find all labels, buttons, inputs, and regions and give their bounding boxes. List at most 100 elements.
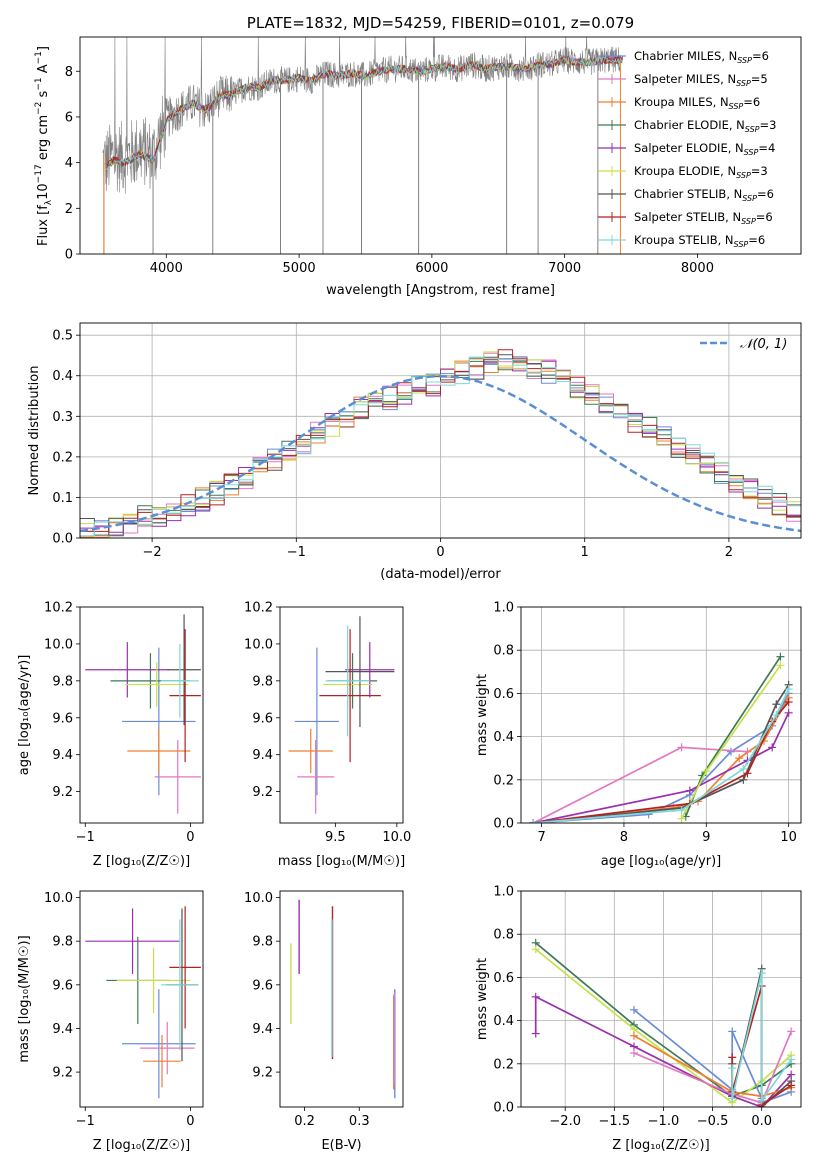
residuals-panel: −2 −1 0 1 2 0.0 0.1 0.2 0.3 0.4 0.5 (data-model)/er… <box>27 322 802 582</box>
x-tick-label: −1 <box>287 545 306 560</box>
legend-label-text: Salpeter ELODIE, N <box>634 141 744 155</box>
x-axis-label: Z [log₁₀(Z/Z☉)] <box>612 1138 709 1153</box>
y-axis-label: mass [log₁₀(M/M☉)] <box>17 935 32 1062</box>
x-tick-label: −1 <box>76 830 95 845</box>
mass_vs_Z-panel: −1 0 9.2 9.4 9.6 9.8 10.0 Z [log₁₀(Z/Z☉)] mass [… <box>17 890 204 1153</box>
y-tick-label: 0.2 <box>493 1057 514 1072</box>
y-tick-label: 9.8 <box>52 935 73 950</box>
legend-label-text: Kroupa ELODIE, N <box>634 164 736 178</box>
y-tick-label: 10.2 <box>244 601 273 616</box>
x-axis-label: Z [log₁₀(Z/Z☉)] <box>93 1138 190 1153</box>
massweight_vs_age-plot <box>529 652 793 823</box>
y-axis-label-part: −17 <box>34 164 44 183</box>
axes-frame <box>520 606 802 824</box>
y-tick-label: 9.8 <box>252 674 273 689</box>
axes-frame <box>79 36 802 255</box>
x-tick-label: −1.5 <box>599 1114 631 1129</box>
legend-label-sub: SSP <box>729 102 744 111</box>
legend-label-text: Salpeter STELIB, N <box>634 210 741 224</box>
x-axis-label: wavelength [Angstrom, rest frame] <box>326 283 555 298</box>
mass-weight-line <box>633 1034 792 1098</box>
x-tick-label: 2 <box>725 545 733 560</box>
y-tick-label: 6 <box>65 110 73 125</box>
y-axis-label: mass weight <box>475 674 490 756</box>
y-axis-label: age [log₁₀(age/yr)] <box>17 655 32 776</box>
y-tick-label: 8 <box>65 65 73 80</box>
y-axis-label-part: λ <box>44 199 54 205</box>
y-tick-label: 9.4 <box>52 748 73 763</box>
y-axis-label-part: s <box>36 90 51 101</box>
legend-label: Salpeter MILES, NSSP=5 <box>634 72 768 88</box>
y-tick-label: 0.4 <box>493 730 514 745</box>
x-tick-label: 10 <box>780 830 797 845</box>
legend-label-value: =3 <box>760 118 777 132</box>
residual-histogram <box>80 356 801 537</box>
y-tick-label: 10.2 <box>44 601 73 616</box>
y-tick-label: 0.0 <box>52 532 73 547</box>
x-axis-label: mass [log₁₀(M/M☉)] <box>278 854 405 869</box>
y-axis-label: mass weight <box>475 958 490 1040</box>
y-tick-label: 0.8 <box>493 928 514 943</box>
y-tick-label: 10.0 <box>244 891 273 906</box>
y-tick-label: 0 <box>65 248 73 263</box>
y-tick-label: 9.2 <box>252 785 273 800</box>
mass-weight-line <box>633 1031 792 1104</box>
x-tick-label: 0 <box>186 1114 194 1129</box>
age_vs_mass-plot <box>288 616 395 814</box>
y-tick-label: 10.0 <box>44 637 73 652</box>
y-axis-label-part: −1 <box>34 51 44 64</box>
legend-label-sub: SSP <box>742 194 757 203</box>
x-axis-label: (data-model)/error <box>380 567 501 582</box>
x-tick-label: −1 <box>76 1114 95 1129</box>
y-axis-label-part: 10 <box>36 183 51 200</box>
legend-label-value: =6 <box>748 233 765 247</box>
y-tick-label: 0.8 <box>493 644 514 659</box>
mass-weight-line <box>680 664 782 820</box>
y-axis-label-part: −1 <box>34 77 44 90</box>
legend-label-text: Salpeter MILES, N <box>634 72 736 86</box>
legend-label-text: Chabrier ELODIE, N <box>634 118 745 132</box>
residuals-plot <box>80 349 801 538</box>
y-tick-label: 9.2 <box>52 1066 73 1081</box>
legend-label: Chabrier MILES, NSSP=6 <box>634 49 769 65</box>
y-tick-label: 0.2 <box>52 450 73 465</box>
legend-label: Salpeter ELODIE, NSSP=4 <box>634 141 775 157</box>
legend-label-value: =4 <box>758 141 775 155</box>
y-tick-label: 9.2 <box>252 1066 273 1081</box>
chart-title: PLATE=1832, MJD=54259, FIBERID=0101, z=0… <box>247 14 634 32</box>
x-tick-label: 1 <box>581 545 589 560</box>
massweight_vs_age-panel: 7 8 9 10 0.0 0.2 0.4 0.6 0.8 1.0 age [log₁₀(age/yr… <box>475 601 802 869</box>
y-tick-label: 1.0 <box>493 601 514 616</box>
spectrum-panel: 4000 5000 6000 7000 8000 0 2 4 6 8 PLATE=1832, MJD… <box>34 14 802 298</box>
legend-label-text: Chabrier MILES, N <box>634 49 737 63</box>
y-tick-label: 0.0 <box>493 1101 514 1116</box>
y-tick-label: 9.2 <box>52 785 73 800</box>
legend-label: Chabrier ELODIE, NSSP=3 <box>634 118 776 134</box>
legend-label-sub: SSP <box>734 240 749 249</box>
legend-label: Kroupa ELODIE, NSSP=3 <box>634 164 768 180</box>
x-tick-label: −2.0 <box>549 1114 581 1129</box>
y-axis-label-part: erg cm <box>36 115 51 164</box>
x-axis-label: E(B-V) <box>321 1138 361 1153</box>
mass_vs_Z-plot <box>85 906 201 1099</box>
y-tick-label: 0.6 <box>493 687 514 702</box>
y-tick-label: 0.1 <box>52 491 73 506</box>
age_vs_Z-panel: −1 0 9.2 9.4 9.6 9.8 10.0 10.2 Z [log₁₀(Z/Z☉)] ag… <box>17 601 204 869</box>
mass-weight-line <box>533 684 790 823</box>
y-axis-label: Flux [fλ10−17 erg cm−2 s−1 A−1] <box>34 46 54 246</box>
mass_vs_ebv-panel: 0.2 0.3 9.2 9.4 9.6 9.8 10.0 E(B-V) <box>244 890 404 1153</box>
y-tick-label: 9.6 <box>52 711 73 726</box>
x-tick-label: 10.0 <box>382 830 411 845</box>
x-tick-label: 7 <box>537 830 545 845</box>
axes-frame <box>279 606 404 824</box>
y-tick-label: 9.8 <box>252 935 273 950</box>
y-tick-label: 9.4 <box>252 1022 273 1037</box>
mass-weight-line <box>731 972 792 1104</box>
axes-frame <box>520 890 802 1108</box>
legend-label: 𝒩(0, 1) <box>740 337 787 352</box>
model-spectrum <box>104 55 623 168</box>
y-tick-label: 10.0 <box>244 637 273 652</box>
axes-frame <box>79 322 802 539</box>
legend-label-value: =6 <box>756 210 773 224</box>
